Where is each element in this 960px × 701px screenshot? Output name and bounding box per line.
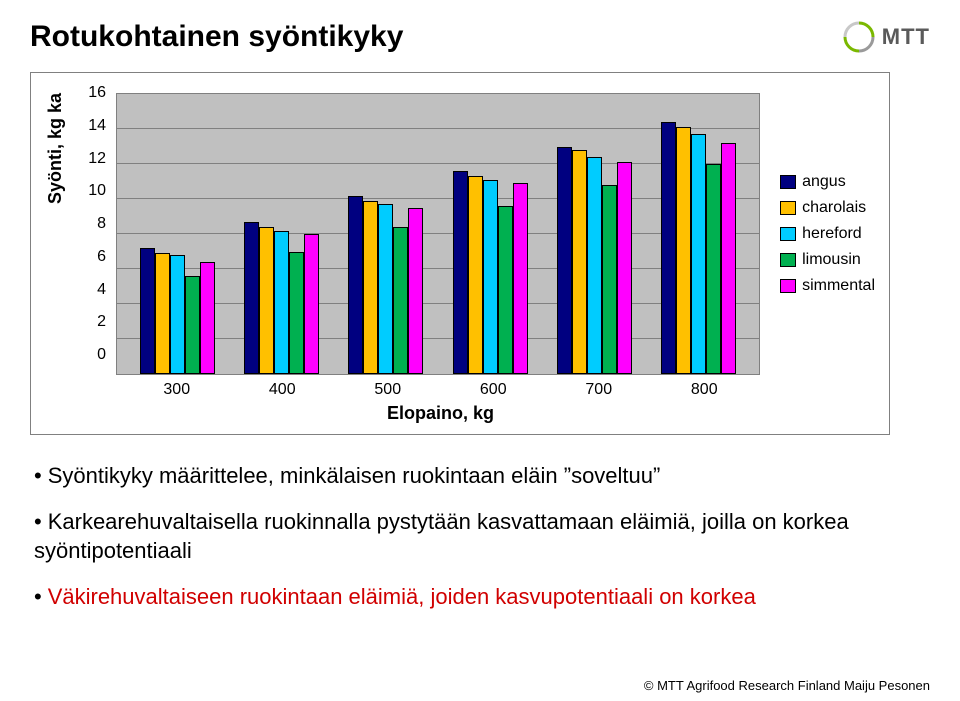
legend-item: charolais bbox=[780, 199, 875, 217]
y-axis-label: Syönti, kg ka bbox=[45, 93, 66, 204]
legend-swatch-icon bbox=[780, 201, 796, 215]
bar bbox=[170, 255, 185, 374]
y-tick: 6 bbox=[97, 248, 106, 266]
x-tick: 400 bbox=[245, 381, 320, 399]
bar bbox=[706, 164, 721, 374]
x-axis-ticks: 300 400 500 600 700 800 bbox=[116, 381, 765, 399]
bar bbox=[483, 180, 498, 374]
bar bbox=[200, 262, 215, 374]
bar bbox=[140, 248, 155, 374]
logo-mark-icon bbox=[842, 20, 876, 54]
x-tick: 800 bbox=[667, 381, 742, 399]
bar bbox=[691, 134, 706, 374]
legend: angus charolais hereford limousin simmental bbox=[770, 93, 875, 375]
bullet-item: •Syöntikyky määrittelee, minkälaisen ruo… bbox=[34, 461, 930, 491]
bar bbox=[274, 231, 289, 375]
y-tick: 12 bbox=[88, 150, 106, 168]
bar bbox=[721, 143, 736, 374]
legend-swatch-icon bbox=[780, 253, 796, 267]
bar bbox=[408, 208, 423, 374]
bar bbox=[185, 276, 200, 374]
bar bbox=[244, 222, 259, 374]
y-axis-ticks: 16 14 12 10 8 6 4 2 0 bbox=[82, 84, 106, 364]
legend-label: limousin bbox=[802, 251, 861, 269]
legend-item: simmental bbox=[780, 277, 875, 295]
bar-group bbox=[244, 222, 319, 374]
bullet-text: Syöntikyky määrittelee, minkälaisen ruok… bbox=[48, 463, 661, 488]
bar bbox=[378, 204, 393, 374]
bar bbox=[155, 253, 170, 374]
bullet-dot-icon: • bbox=[34, 584, 42, 609]
logo: MTT bbox=[842, 20, 930, 54]
bar bbox=[259, 227, 274, 374]
bar bbox=[513, 183, 528, 374]
bar bbox=[602, 185, 617, 374]
chart-container: Syönti, kg ka 16 14 12 10 8 6 4 2 0 angus charola… bbox=[30, 72, 890, 435]
legend-label: hereford bbox=[802, 225, 862, 243]
legend-swatch-icon bbox=[780, 227, 796, 241]
bar bbox=[676, 127, 691, 374]
y-tick: 8 bbox=[97, 215, 106, 233]
bar bbox=[393, 227, 408, 374]
x-tick: 300 bbox=[139, 381, 214, 399]
legend-item: limousin bbox=[780, 251, 875, 269]
y-tick: 10 bbox=[88, 182, 106, 200]
x-axis-label: Elopaino, kg bbox=[116, 403, 765, 424]
bar bbox=[363, 201, 378, 374]
bullet-item: •Väkirehuvaltaiseen ruokintaan eläimiä, … bbox=[34, 582, 930, 612]
bar bbox=[304, 234, 319, 374]
bar bbox=[348, 196, 363, 375]
legend-item: hereford bbox=[780, 225, 875, 243]
bar-group bbox=[557, 147, 632, 375]
bar bbox=[289, 252, 304, 375]
legend-label: angus bbox=[802, 173, 846, 191]
bullet-dot-icon: • bbox=[34, 463, 42, 488]
bar-group bbox=[661, 122, 736, 374]
y-tick: 0 bbox=[97, 346, 106, 364]
bar bbox=[617, 162, 632, 374]
bar bbox=[453, 171, 468, 374]
bar-group bbox=[453, 171, 528, 374]
legend-item: angus bbox=[780, 173, 875, 191]
y-tick: 2 bbox=[97, 313, 106, 331]
bar bbox=[587, 157, 602, 374]
x-tick: 500 bbox=[350, 381, 425, 399]
page-title: Rotukohtainen syöntikyky bbox=[30, 20, 403, 54]
x-tick: 600 bbox=[456, 381, 531, 399]
bullet-list: •Syöntikyky määrittelee, minkälaisen ruo… bbox=[30, 461, 930, 612]
y-tick: 4 bbox=[97, 281, 106, 299]
footer-copyright: © MTT Agrifood Research Finland Maiju Pe… bbox=[644, 678, 930, 693]
y-tick: 16 bbox=[88, 84, 106, 102]
bar bbox=[572, 150, 587, 374]
bullet-dot-icon: • bbox=[34, 509, 42, 534]
x-tick: 700 bbox=[561, 381, 636, 399]
bullet-item: •Karkearehuvaltaisella ruokinnalla pysty… bbox=[34, 507, 930, 566]
bar bbox=[557, 147, 572, 375]
bullet-text: Karkearehuvaltaisella ruokinnalla pystyt… bbox=[34, 509, 849, 564]
bar bbox=[661, 122, 676, 374]
bar bbox=[468, 176, 483, 374]
bar-group bbox=[140, 248, 215, 374]
logo-text: MTT bbox=[882, 24, 930, 50]
plot-area bbox=[116, 93, 760, 375]
bar bbox=[498, 206, 513, 374]
y-tick: 14 bbox=[88, 117, 106, 135]
legend-label: charolais bbox=[802, 199, 866, 217]
legend-swatch-icon bbox=[780, 279, 796, 293]
bullet-text: Väkirehuvaltaiseen ruokintaan eläimiä, j… bbox=[48, 584, 756, 609]
legend-label: simmental bbox=[802, 277, 875, 295]
legend-swatch-icon bbox=[780, 175, 796, 189]
bar-group bbox=[348, 196, 423, 375]
